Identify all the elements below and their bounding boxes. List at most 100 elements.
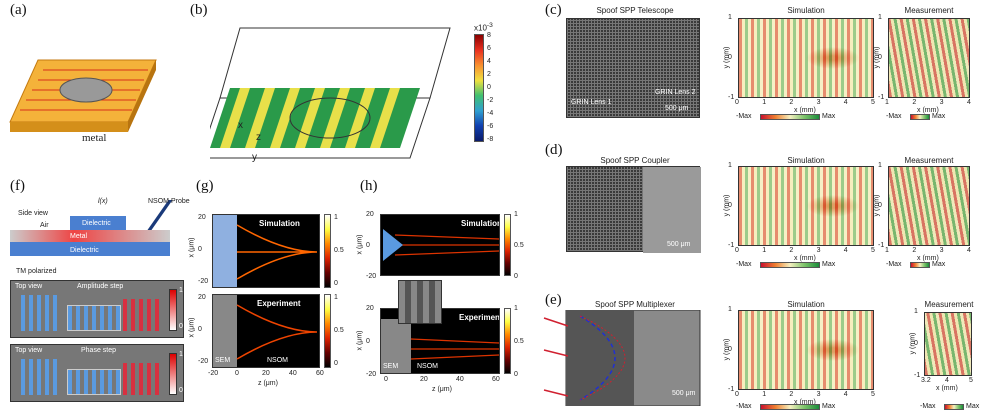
e-sim-xtick: 5: [871, 391, 875, 398]
e-sim-xtick: 1: [762, 391, 767, 398]
cbar-min-label: -Max: [736, 113, 752, 120]
metal-label-f: Metal: [70, 233, 88, 240]
nsom-probe-label: NSOM Probe: [148, 198, 190, 205]
g-cbar-tick: 0: [334, 280, 338, 287]
field-d-sim: [738, 166, 874, 246]
cbar-max-label: Max: [932, 261, 946, 268]
d-meas-xtick: 4: [967, 247, 971, 254]
h-xtick: 20: [420, 376, 428, 383]
h-cbar-tick: 0.5: [514, 338, 524, 345]
g-sem-label: SEM: [215, 357, 231, 364]
cbar-min-label: -Max: [886, 261, 902, 268]
h-ylabel: x (μm): [356, 330, 364, 351]
phase-bar-lo: 0: [179, 387, 183, 394]
3d-field-plot: [210, 27, 451, 159]
title-d: Spoof SPP Coupler: [600, 156, 670, 165]
g-ylabel: x (μm): [188, 317, 196, 338]
h-sim-label: Simulation: [461, 219, 500, 228]
scalebar-d: 500 μm: [667, 241, 691, 248]
g-cbar-tick: 1: [334, 294, 338, 301]
g-cbar-tick: 0: [334, 360, 338, 367]
cbar-b-tick: 6: [487, 45, 491, 52]
g-ytick: -20: [198, 278, 209, 285]
h-ylabel: x (μm): [356, 234, 364, 255]
field-d-meas: [888, 166, 970, 246]
top-view-label-1: Top view: [15, 283, 43, 290]
panel-label-c: (c): [545, 2, 562, 18]
h-ytick: -20: [366, 371, 377, 378]
colorbar-field: [760, 262, 820, 268]
e-sim-ytick: -1: [728, 386, 735, 393]
d-sim-ylabel: y (mm): [723, 194, 731, 217]
g-ytick: 0: [198, 326, 202, 333]
dielectric-bottom-label: Dielectric: [70, 247, 99, 254]
lx-label: l(x): [98, 198, 108, 205]
cbar-min-label: -Max: [920, 403, 936, 410]
amplitude-step-panel: Top view Amplitude step 1 0: [10, 280, 184, 338]
air-label: Air: [40, 222, 49, 229]
e-meas-ytick: 0: [914, 340, 918, 347]
c-meas-xtick: 1: [885, 99, 889, 106]
g-ytick: 0: [198, 246, 202, 253]
g-ylabel: x (μm): [188, 237, 196, 258]
lens2-label: GRIN Lens 2: [655, 89, 696, 96]
sem-telescope: GRIN Lens 1 GRIN Lens 2 500 μm: [566, 18, 700, 118]
h-cbar-tick: 0.5: [514, 242, 524, 249]
cbar-b-tick: -4: [487, 110, 494, 117]
metal-slab-illustration: metal: [9, 59, 157, 144]
panel-label-d: (d): [545, 142, 563, 158]
c-meas-ytick: 0: [878, 54, 882, 61]
e-meas-ylabel: y (mm): [909, 332, 917, 355]
d-sim-xtick: 4: [843, 247, 848, 254]
cbar-b-tick: -2: [487, 97, 494, 104]
c-sim-ytick: 0: [728, 54, 732, 61]
e-meas-ytick: 1: [914, 308, 918, 315]
h-sem-inset: [398, 280, 442, 324]
colorbar-b: [474, 34, 484, 142]
h-ytick: 20: [366, 305, 374, 312]
c-meas-xtick: 3: [939, 99, 944, 106]
phase-step-panel: Top view Phase step 1 0: [10, 344, 184, 402]
g-xtick: 60: [316, 370, 324, 377]
d-sim-xtick: 5: [871, 247, 875, 254]
c-sim-xtick: 4: [843, 99, 848, 106]
cbar-b-tick: 2: [487, 71, 491, 78]
title-e-meas: Measurement: [924, 300, 974, 309]
c-sim-xtick: 0: [735, 99, 739, 106]
e-meas-xtick: 4: [945, 377, 949, 384]
panel-label-e: (e): [545, 292, 562, 308]
heat-g-exp: Experiment SEM NSOM: [212, 294, 320, 368]
amp-bar-lo: 0: [179, 323, 183, 330]
cbar-g-sim: [324, 214, 331, 288]
d-meas-xtick: 1: [885, 247, 889, 254]
c-sim-ylabel: y (mm): [723, 46, 731, 69]
cbar-min-label: -Max: [736, 261, 752, 268]
sem-coupler: 500 μm: [566, 166, 701, 253]
cbar-max-label: Max: [966, 403, 980, 410]
d-sim-xtick: 3: [816, 247, 821, 254]
e-sim-ytick: 1: [728, 306, 732, 313]
panel-label-h: (h): [360, 178, 378, 194]
panel-label-a: (a): [10, 2, 27, 18]
phase-bar-hi: 1: [179, 351, 183, 358]
tm-label: TM polarized: [16, 268, 57, 275]
side-view-label: Side view: [18, 210, 48, 217]
axis-z-label: z: [256, 132, 261, 143]
e-sim-xtick: 0: [735, 391, 739, 398]
c-sim-xlabel: x (mm): [794, 107, 816, 114]
h-nsom-label: NSOM: [417, 363, 438, 370]
h-xlabel: z (μm): [432, 386, 452, 393]
field-e-meas: [924, 312, 972, 376]
cbar-g-exp: [324, 294, 331, 368]
scalebar-e: 500 μm: [672, 390, 696, 397]
cbar-max-label: Max: [822, 113, 836, 120]
cbar-b-tick: 8: [487, 32, 491, 39]
d-sim-xtick: 2: [789, 247, 794, 254]
g-cbar-tick: 1: [334, 214, 338, 221]
metal-label: metal: [82, 132, 106, 144]
amp-bar-hi: 1: [179, 287, 183, 294]
amplitude-label: Amplitude step: [77, 283, 124, 290]
title-e: Spoof SPP Multiplexer: [595, 300, 675, 309]
c-meas-xlabel: x (mm): [917, 107, 939, 114]
h-xtick: 0: [384, 376, 388, 383]
